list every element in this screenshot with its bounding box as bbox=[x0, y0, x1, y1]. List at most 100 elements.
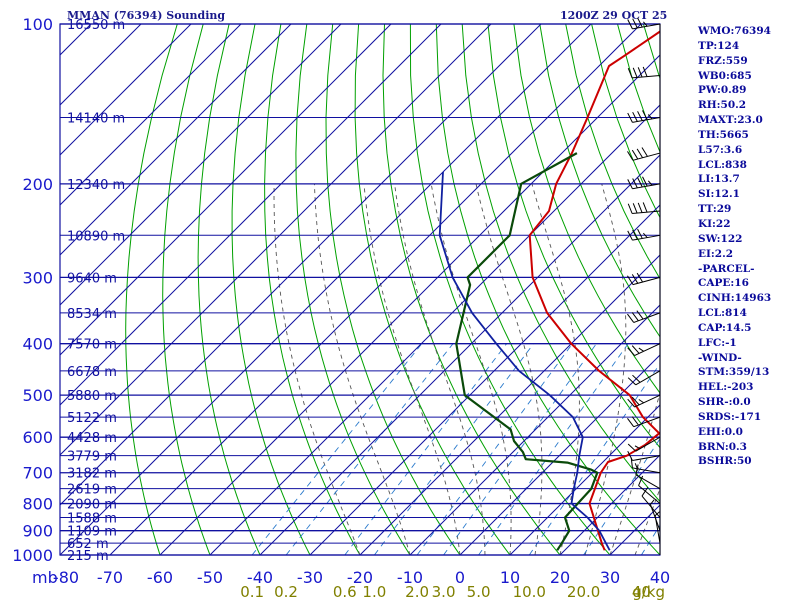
moist-adiabat-line bbox=[609, 390, 660, 555]
sounding-index: STM:359/13 bbox=[698, 366, 770, 379]
wind-barb bbox=[627, 147, 661, 161]
sounding-index: LI:13.7 bbox=[698, 173, 740, 186]
pressure-tick-label: 200 bbox=[22, 175, 53, 194]
isotherm-line bbox=[60, 24, 292, 256]
sounding-index: TH:5665 bbox=[698, 128, 749, 141]
mixing-ratio-label: 5.0 bbox=[467, 583, 491, 600]
isotherm-line bbox=[259, 154, 660, 555]
background-lines bbox=[60, 24, 660, 555]
temperature-tick-label: -70 bbox=[97, 568, 123, 587]
sounding-index: -PARCEL- bbox=[698, 262, 755, 275]
parcel-line bbox=[438, 171, 611, 551]
sounding-index: EHI:0.0 bbox=[698, 425, 743, 438]
wind-barb bbox=[627, 310, 661, 323]
isotherm-line bbox=[60, 24, 592, 555]
height-label: 16550 m bbox=[67, 18, 125, 33]
pressure-tick-label: 1000 bbox=[12, 546, 53, 565]
sounding-index: SRDS:-171 bbox=[698, 410, 762, 423]
temperature-tick-label: -80 bbox=[53, 568, 79, 587]
sounding-index: RH:50.2 bbox=[698, 99, 747, 112]
mixing-ratio-line bbox=[528, 362, 660, 555]
mixing-ratio-label: 0.1 bbox=[240, 583, 264, 600]
wind-barb bbox=[627, 416, 661, 428]
height-label: 215 m bbox=[67, 549, 109, 564]
sounding-index: SHR-:0.0 bbox=[698, 396, 751, 409]
height-label: 8534 m bbox=[67, 307, 117, 322]
height-label: 5122 m bbox=[67, 411, 117, 426]
sounding-index: MAXT:23.0 bbox=[698, 114, 763, 127]
pressure-tick-label: 700 bbox=[22, 464, 53, 483]
height-label: 5880 m bbox=[67, 389, 117, 404]
sounding-index: TP:124 bbox=[698, 39, 740, 52]
dewpoint-line bbox=[455, 152, 599, 551]
moist-adiabat-line bbox=[475, 183, 543, 555]
chart-title: MMAN (76394) Sounding bbox=[67, 9, 226, 22]
height-label: 1109 m bbox=[67, 525, 117, 540]
isotherm-line bbox=[60, 24, 192, 156]
wind-barb bbox=[638, 475, 661, 504]
height-label: 6678 m bbox=[67, 365, 117, 380]
temperature-line bbox=[528, 30, 660, 551]
wind-barb bbox=[627, 17, 661, 30]
moist-adiabat-line bbox=[394, 183, 486, 555]
temperature-tick-label: -60 bbox=[147, 568, 173, 587]
moist-adiabat-line bbox=[430, 183, 512, 555]
sounding-index: EI:2.2 bbox=[698, 247, 734, 260]
sounding-index: LCL:814 bbox=[698, 307, 747, 320]
pressure-tick-label: 300 bbox=[22, 268, 53, 287]
dry-adiabat-line bbox=[295, 24, 411, 555]
wind-barb bbox=[654, 511, 661, 544]
pressure-tick-label: 400 bbox=[22, 335, 53, 354]
height-label: 2090 m bbox=[67, 498, 117, 513]
dry-adiabat-line bbox=[125, 24, 178, 555]
isotherm-line bbox=[509, 404, 660, 555]
isotherm-line bbox=[60, 24, 542, 506]
chart-datetime: 1200Z 29 OCT 25 bbox=[560, 9, 668, 22]
wind-barb bbox=[627, 202, 661, 214]
temperature-tick-label: 40 bbox=[650, 568, 670, 587]
sounding-series bbox=[438, 30, 660, 551]
mixing-ratio-label: 0.6 bbox=[333, 583, 357, 600]
sounding-index: FRZ:559 bbox=[698, 54, 748, 67]
mixing-ratio-label: 3.0 bbox=[432, 583, 456, 600]
pressure-tick-label: 100 bbox=[22, 15, 53, 34]
temperature-tick-label: 0 bbox=[455, 568, 465, 587]
sounding-index: SI:12.1 bbox=[698, 188, 740, 201]
mixing-ratio-label: 20.0 bbox=[567, 583, 600, 600]
wind-barb bbox=[627, 370, 661, 386]
isotherm-line bbox=[459, 354, 660, 555]
mixing-ratio-label: 10.0 bbox=[513, 583, 546, 600]
sounding-indices-panel: WMO:76394 TP:124 FRZ:559 WB0:685 PW:0.89 RH:5… bbox=[698, 24, 771, 469]
sounding-index: WB0:685 bbox=[698, 69, 752, 82]
mixing-ratio-line bbox=[583, 437, 660, 555]
wind-barb bbox=[627, 436, 661, 452]
mixing-ratio-label: 0.2 bbox=[274, 583, 298, 600]
moist-adiabat-line bbox=[273, 183, 361, 555]
mixing-ratio-line bbox=[285, 343, 454, 555]
dry-adiabat-line bbox=[197, 24, 261, 555]
dry-adiabat-line bbox=[382, 24, 561, 555]
moist-adiabat-line bbox=[634, 487, 660, 555]
height-label: 1588 m bbox=[67, 512, 117, 527]
height-label: 7570 m bbox=[67, 338, 117, 353]
isotherm-line bbox=[409, 304, 660, 555]
dry-adiabat-line bbox=[162, 24, 211, 555]
pressure-tick-label: 600 bbox=[22, 428, 53, 447]
sounding-index: KI:22 bbox=[698, 217, 731, 230]
sounding-index: LFC:-1 bbox=[698, 336, 737, 349]
mixing-unit-label: g/kg bbox=[632, 583, 665, 600]
isotherm-line bbox=[60, 24, 392, 356]
isotherm-line bbox=[109, 24, 642, 555]
pressure-tick-label: 500 bbox=[22, 386, 53, 405]
isobar-grid bbox=[59, 23, 661, 556]
sounding-index: WMO:76394 bbox=[698, 25, 771, 37]
pressure-tick-label: 800 bbox=[22, 495, 53, 514]
height-label: 4428 m bbox=[67, 431, 117, 446]
isotherm-line bbox=[209, 104, 660, 555]
sounding-index: HEL:-203 bbox=[698, 381, 754, 394]
sounding-index: CINH:14963 bbox=[698, 292, 772, 305]
wind-barb bbox=[627, 110, 661, 123]
wind-barb bbox=[627, 394, 661, 408]
